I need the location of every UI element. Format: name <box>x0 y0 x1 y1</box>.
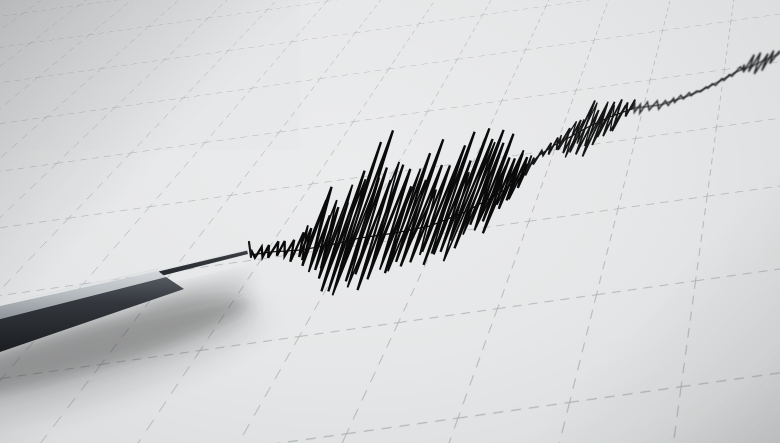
arm-side-face <box>0 277 184 352</box>
trace-baseline <box>631 69 743 110</box>
pen-nib <box>247 240 253 259</box>
arm-top-face <box>0 271 166 319</box>
stylus-needle <box>140 250 248 281</box>
trace-baseline <box>250 171 526 256</box>
trace-stroke-segment <box>249 127 529 292</box>
trace-baseline <box>741 53 780 71</box>
arm-top-edge-highlight <box>0 268 159 305</box>
pen-shadow <box>0 276 262 442</box>
trace-stroke-segment <box>741 50 780 75</box>
seismograph-trace <box>249 50 780 296</box>
trace-stroke-segment <box>524 98 636 176</box>
trace-stroke-segment <box>631 65 743 116</box>
seismograph-arm <box>0 240 253 352</box>
trace-stroke-segment <box>557 101 629 158</box>
trace-stroke-segment <box>299 141 528 296</box>
stylus-needle-highlight <box>139 249 248 276</box>
